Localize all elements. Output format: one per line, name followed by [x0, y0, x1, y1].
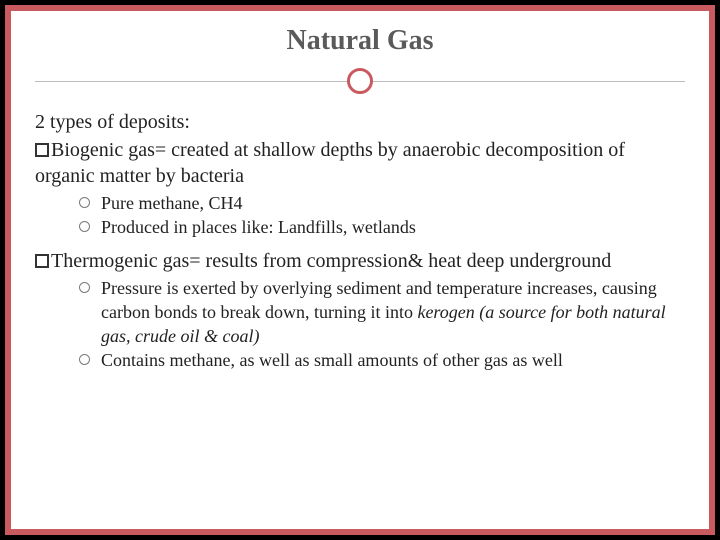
section-term: Thermogenic gas — [51, 250, 189, 272]
sub-list: Pressure is exerted by overlying sedimen… — [79, 276, 685, 373]
slide: Natural Gas 2 types of deposits: Biogeni… — [5, 5, 715, 535]
intro-text: 2 types of deposits: — [35, 109, 685, 135]
section-heading: Thermogenic gas= results from compressio… — [35, 248, 685, 274]
divider-circle-icon — [347, 68, 373, 94]
slide-title: Natural Gas — [35, 25, 685, 57]
list-item: Pure methane, CH4 — [79, 191, 685, 215]
list-item: Contains methane, as well as small amoun… — [79, 348, 685, 372]
list-item: Produced in places like: Landfills, wetl… — [79, 215, 685, 239]
square-bullet-icon — [35, 143, 49, 157]
list-item-text: Pure methane, CH4 — [101, 193, 242, 213]
title-divider — [35, 67, 685, 95]
section-term: Biogenic gas — [51, 139, 155, 161]
list-item: Pressure is exerted by overlying sedimen… — [79, 276, 685, 349]
sub-list: Pure methane, CH4 Produced in places lik… — [79, 191, 685, 240]
square-bullet-icon — [35, 254, 49, 268]
slide-content: 2 types of deposits: Biogenic gas= creat… — [35, 109, 685, 373]
list-item-text: Produced in places like: Landfills, wetl… — [101, 217, 416, 237]
section-heading: Biogenic gas= created at shallow depths … — [35, 137, 685, 189]
list-item-text: Contains methane, as well as small amoun… — [101, 350, 563, 370]
section-rest: = results from compression& heat deep un… — [189, 250, 611, 272]
